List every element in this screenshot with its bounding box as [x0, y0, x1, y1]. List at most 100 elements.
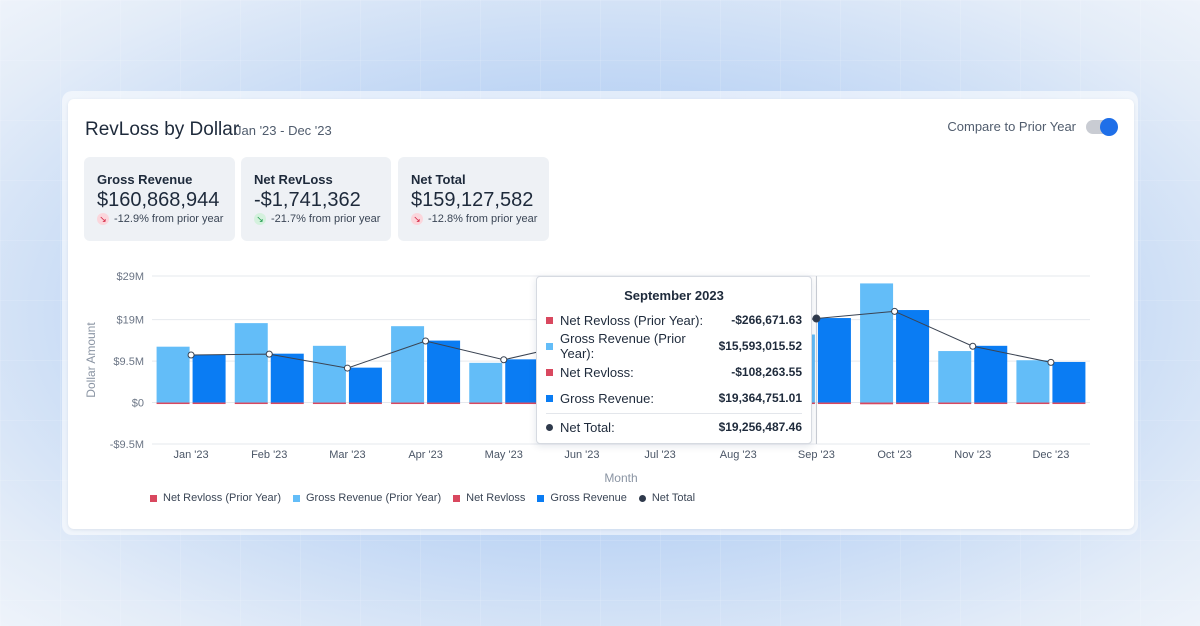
tooltip-row-value: $19,364,751.01	[718, 391, 802, 405]
tooltip-divider	[546, 413, 802, 414]
kpi-delta-text: -21.7% from prior year	[271, 213, 381, 225]
x-tick-label: Jul '23	[644, 449, 675, 461]
compare-toggle[interactable]	[1086, 117, 1118, 136]
bar-gross-revenue-prior	[938, 351, 972, 403]
bar-net-revloss	[427, 402, 461, 405]
tooltip-row: Net Total: $19,256,487.46	[546, 417, 802, 437]
bar-net-revloss	[270, 402, 304, 405]
bar-net-revloss	[1052, 402, 1086, 405]
kpi-delta-text: -12.8% from prior year	[428, 213, 538, 225]
swatch-net-total	[546, 423, 553, 431]
tooltip-row: Gross Revenue: $19,364,751.01	[546, 388, 802, 408]
toggle-knob	[1100, 117, 1118, 136]
bar-net-revloss-prior	[469, 402, 503, 405]
swatch-net-revloss	[546, 368, 553, 376]
trend-down-bad-icon: ↘	[411, 213, 423, 225]
date-range: Jan '23 - Dec '23	[235, 123, 332, 138]
bar-gross-revenue	[896, 310, 930, 403]
x-axis-label: Month	[604, 471, 637, 485]
bar-net-revloss	[896, 402, 930, 405]
bar-net-revloss	[505, 402, 539, 405]
x-tick-label: Mar '23	[329, 449, 365, 461]
kpi-delta: ↘ -12.9% from prior year	[97, 213, 223, 225]
legend-swatch	[638, 494, 646, 502]
x-tick-label: May '23	[485, 449, 523, 461]
bar-net-revloss-prior	[156, 402, 190, 405]
legend-item-net-revloss-prior[interactable]: Net Revloss (Prior Year)	[150, 492, 281, 504]
tooltip-row-name: Gross Revenue (Prior Year):	[560, 331, 686, 361]
kpi-gross-revenue: Gross Revenue $160,868,944 ↘ -12.9% from…	[84, 157, 235, 241]
point-net-total	[1047, 358, 1055, 366]
tooltip-row-value: $19,256,487.46	[718, 420, 802, 434]
trend-down-good-icon: ↘	[254, 213, 266, 225]
tooltip-row-value: -$266,671.63	[731, 313, 802, 327]
legend-label: Net Total	[651, 492, 696, 504]
x-tick-label: Jun '23	[564, 449, 599, 461]
tooltip-row-name: Gross Revenue:	[560, 390, 654, 406]
bar-gross-revenue-prior	[312, 345, 346, 403]
legend-swatch	[293, 494, 300, 502]
legend-item-gross[interactable]: Gross Revenue	[537, 492, 627, 504]
legend-swatch	[453, 494, 461, 502]
point-net-total	[500, 356, 508, 364]
bar-gross-revenue	[1052, 361, 1086, 403]
compare-toggle-label: Compare to Prior Year	[947, 119, 1076, 134]
legend-label: Net Revloss (Prior Year)	[163, 492, 281, 504]
point-net-total	[187, 351, 195, 359]
bar-gross-revenue-prior	[391, 326, 425, 403]
legend-item-net-revloss[interactable]: Net Revloss	[453, 492, 525, 504]
tooltip-row-value: $15,593,015.52	[718, 339, 802, 353]
tooltip-row-name: Net Total:	[560, 419, 615, 435]
kpi-delta-text: -12.9% from prior year	[114, 213, 224, 225]
bar-net-revloss-prior	[860, 402, 894, 405]
legend-swatch	[537, 494, 545, 502]
kpi-label: Net RevLoss	[254, 172, 333, 187]
x-tick-label: Dec '23	[1032, 449, 1069, 461]
bar-net-revloss	[192, 402, 226, 405]
tooltip-row: Gross Revenue (Prior Year): $15,593,015.…	[546, 331, 802, 361]
legend-swatch	[150, 494, 157, 502]
trend-down-bad-icon: ↘	[97, 213, 109, 225]
legend-label: Gross Revenue (Prior Year)	[306, 492, 442, 504]
bar-gross-revenue-prior	[156, 346, 190, 403]
legend-item-net-total[interactable]: Net Total	[638, 492, 696, 504]
page-title: RevLoss by Dollar	[85, 119, 240, 140]
bar-gross-revenue-prior	[860, 283, 894, 403]
swatch-net-revloss-prior	[546, 316, 553, 324]
x-tick-label: Sep '23	[798, 449, 835, 461]
bar-net-revloss-prior	[938, 402, 972, 405]
kpi-value: -$1,741,362	[254, 189, 361, 211]
x-tick-label: Jan '23	[174, 449, 209, 461]
tooltip-row: Net Revloss: -$108,263.55	[546, 362, 802, 382]
bar-gross-revenue	[817, 318, 851, 403]
legend-item-gross-prior[interactable]: Gross Revenue (Prior Year)	[293, 492, 441, 504]
bar-gross-revenue-prior	[234, 323, 268, 403]
compare-toggle-group[interactable]: Compare to Prior Year	[947, 117, 1118, 136]
x-tick-label: Feb '23	[251, 449, 287, 461]
x-tick-label: Oct '23	[877, 449, 912, 461]
point-net-total	[969, 342, 977, 350]
bar-gross-revenue	[974, 345, 1008, 403]
kpi-label: Gross Revenue	[97, 172, 193, 187]
bar-gross-revenue	[192, 354, 226, 403]
kpi-label: Net Total	[411, 172, 466, 187]
bar-net-revloss-prior	[312, 402, 346, 405]
chart-tooltip: September 2023 Net Revloss (Prior Year):…	[536, 276, 812, 444]
point-net-total	[422, 337, 430, 345]
kpi-delta: ↘ -12.8% from prior year	[411, 213, 537, 225]
bar-gross-revenue-prior	[1016, 360, 1050, 403]
bar-net-revloss-prior	[391, 402, 425, 405]
x-tick-label: Nov '23	[954, 449, 991, 461]
point-net-total	[265, 350, 273, 358]
tooltip-row-name: Net Revloss:	[560, 364, 634, 380]
legend-label: Gross Revenue	[550, 492, 627, 504]
y-tick-label: $29M	[116, 271, 144, 283]
y-tick-label: $0	[132, 398, 144, 410]
y-axis-label: Dollar Amount	[84, 322, 98, 398]
kpi-value: $160,868,944	[97, 189, 220, 211]
bar-net-revloss	[974, 402, 1008, 405]
bar-net-revloss	[348, 402, 382, 405]
y-tick-label: $19M	[116, 315, 144, 327]
tooltip-row-value: -$108,263.55	[731, 365, 802, 379]
bar-gross-revenue	[270, 353, 304, 403]
